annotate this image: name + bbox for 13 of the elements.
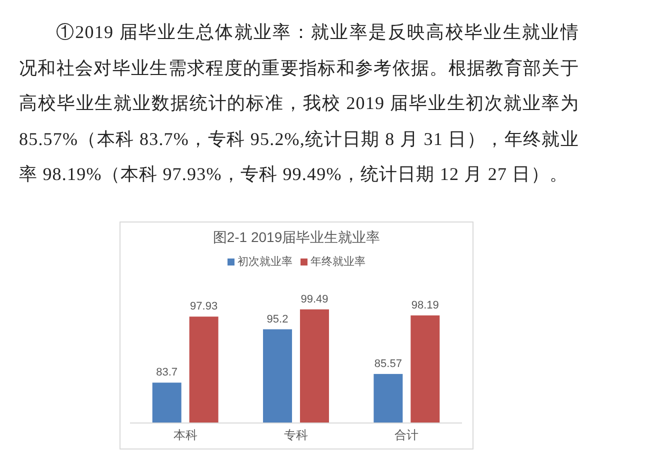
x-tick-label: 本科 (173, 428, 198, 442)
x-tick-label: 专科 (284, 428, 308, 442)
data-label: 99.49 (300, 293, 328, 306)
data-label: 97.93 (190, 300, 218, 313)
legend-label: 初次就业率 (238, 255, 292, 268)
data-label: 98.19 (411, 299, 439, 312)
data-label: 95.2 (266, 313, 288, 326)
data-label: 85.57 (374, 358, 402, 370)
legend-label: 年终就业率 (310, 255, 366, 268)
chart-title: 图2-1 2019届毕业生就业率 (212, 229, 380, 245)
x-tick-label: 合计 (394, 428, 419, 442)
text: ①2019 届毕业生总体就业率：就业率是反映高校毕业生就业情况和社会对毕业生需求程度的重要指标和参考依据。根据教育部关于高校毕业生就业数据统计的标准，我校 2019 届毕业生初次就业率为 85.57%（本科 83.7%，专科 95.2%,统计日期 8 月 31 日），年终就业率 98.19%（本科 97.93%，专科 99.49%，统计日期 12 月 27 日）。 (19, 21, 579, 186)
data-label: 83.7 (156, 366, 178, 379)
